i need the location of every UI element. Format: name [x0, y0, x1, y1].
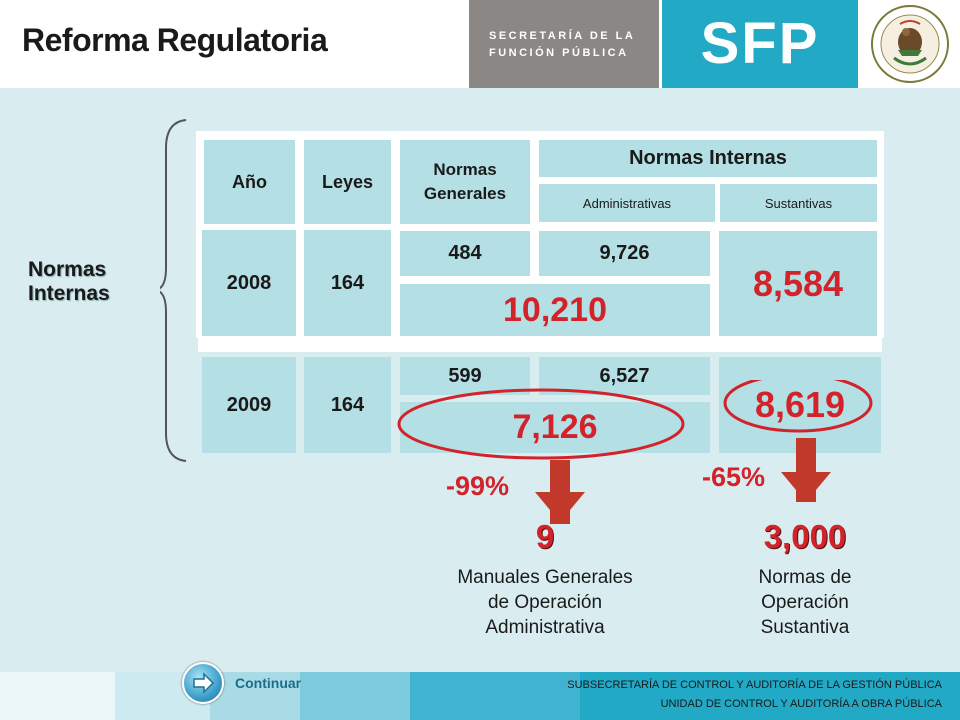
continuar-link[interactable]: Continuar: [235, 675, 302, 691]
table-frame-gap: [198, 338, 882, 352]
footer-line1: SUBSECRETARÍA DE CONTROL Y AUDITORÍA DE …: [567, 679, 942, 691]
right-desc-line1: Normas de: [758, 567, 852, 588]
sustantivas-highlight-oval: [723, 380, 873, 433]
row-2008-sustantivas: 8,584: [719, 231, 877, 336]
normas-internas-side-label: Normas Internas: [28, 258, 110, 306]
secretaria-logo-line2: FUNCIÓN PÚBLICA: [489, 47, 629, 59]
secretaria-logo-line1: SECRETARÍA DE LA: [489, 30, 636, 42]
header-anio: Año: [204, 140, 295, 224]
right-result-value: 3,000: [763, 518, 847, 555]
footer-bar: [0, 672, 960, 720]
subtotal-highlight-oval: [397, 388, 685, 460]
row-2008-normas-generales: 484: [400, 231, 530, 276]
row-2009-anio: 2009: [202, 357, 296, 453]
curly-brace-icon: [160, 119, 187, 462]
header-normas-generales: Normas Generales: [400, 140, 530, 224]
side-label-line1: Normas: [28, 258, 107, 281]
right-result-description: Normas de Operación Sustantiva: [715, 565, 895, 640]
left-desc-line1: Manuales Generales: [457, 567, 633, 588]
continuar-button[interactable]: [182, 662, 224, 704]
left-percent-change: -99%: [446, 471, 510, 501]
right-desc-line2: Operación: [761, 592, 849, 613]
row-2009-sustantivas: 8,619: [719, 357, 881, 453]
arrow-right-icon: [193, 672, 215, 694]
row-2008-leyes: 164: [304, 230, 391, 336]
left-result-value: 9: [535, 518, 555, 555]
row-2008-administrativas: 9,726: [539, 231, 710, 276]
header-sustantivas: Sustantivas: [720, 184, 877, 222]
right-desc-line3: Sustantiva: [760, 617, 850, 638]
row-2009-administrativas: 6,527: [539, 357, 710, 395]
footer-line2: UNIDAD DE CONTROL Y AUDITORÍA A OBRA PÚB…: [660, 698, 942, 710]
row-2009-leyes: 164: [304, 357, 391, 453]
page-title: Reforma Regulatoria: [22, 22, 328, 58]
sfp-logo: SFP: [662, 0, 858, 88]
header-administrativas: Administrativas: [539, 184, 715, 222]
header-normas-internas: Normas Internas: [539, 140, 877, 177]
left-result-description: Manuales Generales de Operación Administ…: [425, 565, 665, 640]
right-percent-change: -65%: [702, 462, 766, 492]
highlight-overlay: [397, 380, 873, 524]
row-2008-anio: 2008: [202, 230, 296, 336]
side-label-line2: Internas: [28, 282, 110, 305]
mexican-coat-of-arms-icon: [860, 0, 960, 88]
left-desc-line2: de Operación: [487, 592, 603, 613]
down-arrow-icon: [535, 460, 585, 524]
header-leyes: Leyes: [304, 140, 391, 224]
down-arrow-icon: [781, 438, 831, 502]
secretaria-logo: SECRETARÍA DE LA FUNCIÓN PÚBLICA: [469, 0, 659, 88]
row-2008-subtotal: 10,210: [400, 284, 710, 336]
row-2009-normas-generales: 599: [400, 357, 530, 395]
left-desc-line3: Administrativa: [485, 617, 605, 638]
